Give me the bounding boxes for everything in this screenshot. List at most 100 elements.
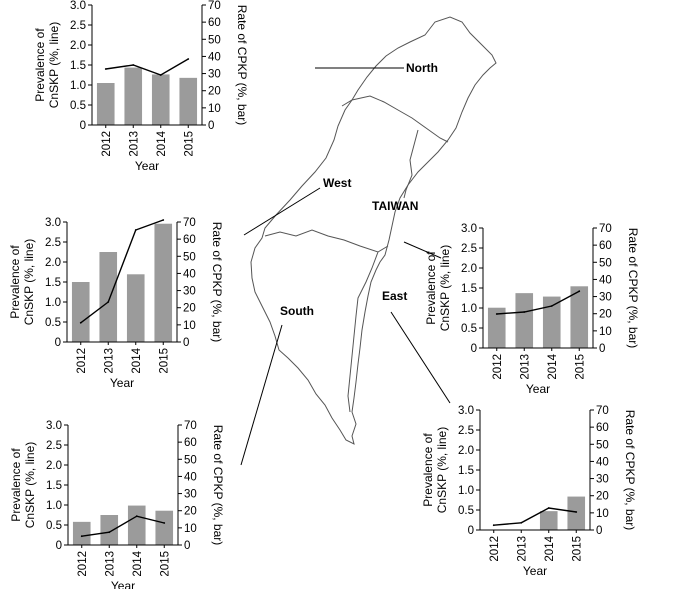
left-tick-label: 1.0 <box>70 80 86 92</box>
chart-south: 0 0.5 1.0 1.5 2.0 2.5 3.0 0 10 20 30 40 50 60 70 2012 20… <box>9 420 225 589</box>
x-tick-label-2015: 2015 <box>571 536 583 562</box>
line-point-2012 <box>495 313 498 315</box>
left-axis-label-line2: CnSKP (%, line) <box>22 239 36 325</box>
region-label-south: South <box>280 304 314 318</box>
x-axis-label: Year <box>135 159 159 173</box>
bar-2013 <box>515 293 534 348</box>
bar-2014 <box>127 505 146 545</box>
right-tick-label: 30 <box>208 69 221 81</box>
line-point-2013 <box>520 521 523 524</box>
right-tick-label: 10 <box>184 523 197 535</box>
bar-2015 <box>570 286 589 348</box>
bar-2015 <box>179 77 198 125</box>
left-tick-label: 0 <box>80 120 86 132</box>
region-label-north: North <box>406 61 438 75</box>
x-tick-label-2015: 2015 <box>158 348 170 374</box>
left-tick-label: 2.5 <box>46 440 62 452</box>
bar-2012 <box>72 521 91 545</box>
line-point-2015 <box>575 511 578 513</box>
line-point-2014 <box>135 515 138 518</box>
left-tick-label: 1.5 <box>45 277 61 289</box>
bar-2014 <box>542 296 561 348</box>
left-axis-label-line2: CnSKP (%, line) <box>435 427 449 513</box>
region-label-west: West <box>323 176 351 190</box>
chart-taiwan: 0 0.5 1.0 1.5 2.0 2.5 3.0 0 10 20 30 40 50 60 70 2012 20… <box>421 405 637 578</box>
bar-2013 <box>99 252 118 342</box>
x-axis-label: Year <box>526 382 550 396</box>
left-tick-label: 2.5 <box>458 425 474 437</box>
line-point-2012 <box>79 321 82 324</box>
left-axis-label-line2: CnSKP (%, line) <box>23 442 37 528</box>
x-tick-label-2014: 2014 <box>547 353 559 379</box>
right-tick-label: 20 <box>208 86 221 98</box>
right-tick-label: 40 <box>596 456 609 468</box>
x-tick-label-2015: 2015 <box>183 131 195 157</box>
line-point-2012 <box>80 535 83 538</box>
taiwan-outline <box>250 16 497 445</box>
right-tick-label: 50 <box>599 257 612 269</box>
left-tick-label: 2.5 <box>45 237 61 249</box>
right-tick-label: 0 <box>184 540 190 552</box>
right-tick-label: 60 <box>596 422 609 434</box>
line-point-2012 <box>104 68 107 70</box>
right-tick-label: 20 <box>599 309 612 321</box>
left-tick-label: 2.5 <box>461 243 477 255</box>
right-tick-label: 30 <box>599 292 612 304</box>
right-tick-label: 40 <box>599 274 612 286</box>
left-tick-label: 0.5 <box>461 323 477 335</box>
x-tick-label-2014: 2014 <box>131 347 143 373</box>
x-tick-label-2012: 2012 <box>101 131 113 157</box>
left-tick-label: 1.5 <box>46 480 62 492</box>
bar-2013 <box>100 515 119 545</box>
line-series <box>105 58 189 76</box>
right-tick-label: 0 <box>599 343 605 355</box>
x-tick-label-2014: 2014 <box>132 550 144 576</box>
right-tick-label: 70 <box>599 223 612 235</box>
x-tick-label-2015: 2015 <box>159 551 171 577</box>
right-tick-label: 70 <box>183 217 196 229</box>
leader-taiwan <box>390 311 451 404</box>
left-tick-label: 1.5 <box>461 283 477 295</box>
chart-east: 0 0.5 1.0 1.5 2.0 2.5 3.0 0 10 20 30 40 50 60 70 2012 20… <box>424 223 640 396</box>
left-tick-label: 3.0 <box>70 0 86 12</box>
west-east-boundary <box>403 129 419 199</box>
right-tick-label: 10 <box>183 320 196 332</box>
region-label-east: East <box>382 289 407 303</box>
x-tick-label-2013: 2013 <box>104 551 116 577</box>
bar-2012 <box>96 83 115 125</box>
left-tick-label: 3.0 <box>458 405 474 417</box>
right-tick-label: 0 <box>596 525 602 537</box>
right-axis-label: Rate of CPKP (%, bar) <box>211 425 225 546</box>
bar-2014 <box>539 511 558 530</box>
bar-2012 <box>71 282 90 342</box>
line-series <box>496 290 580 315</box>
left-tick-label: 3.0 <box>461 223 477 235</box>
right-tick-label: 50 <box>183 251 196 263</box>
central-boundary <box>264 229 389 253</box>
line-point-2014 <box>159 74 162 76</box>
left-tick-label: 0.5 <box>46 520 62 532</box>
x-tick-label-2014: 2014 <box>544 535 556 561</box>
line-series <box>493 507 577 526</box>
right-axis-label: Rate of CPKP (%, bar) <box>623 410 637 531</box>
right-tick-label: 10 <box>596 508 609 520</box>
x-tick-label-2013: 2013 <box>516 536 528 562</box>
left-tick-label: 1.5 <box>458 465 474 477</box>
line-point-2013 <box>108 531 111 534</box>
x-axis-label: Year <box>110 376 134 390</box>
left-tick-label: 2.0 <box>45 257 61 269</box>
line-point-2015 <box>578 290 581 293</box>
leader-west <box>243 187 321 236</box>
x-tick-label-2013: 2013 <box>519 354 531 380</box>
x-tick-label-2013: 2013 <box>103 348 115 374</box>
left-tick-label: 2.0 <box>458 445 474 457</box>
charts: 0 0.5 1.0 1.5 2.0 2.5 3.0 0 10 20 30 40 50 60 70 2012 20… <box>8 0 640 589</box>
x-tick-label-2012: 2012 <box>77 551 89 577</box>
right-tick-label: 40 <box>183 268 196 280</box>
x-tick-label-2012: 2012 <box>76 348 88 374</box>
left-axis-label-line1: Prevalence of <box>424 251 438 325</box>
left-tick-label: 1.5 <box>70 60 86 72</box>
left-tick-label: 0.5 <box>45 317 61 329</box>
line-point-2015 <box>162 219 165 221</box>
